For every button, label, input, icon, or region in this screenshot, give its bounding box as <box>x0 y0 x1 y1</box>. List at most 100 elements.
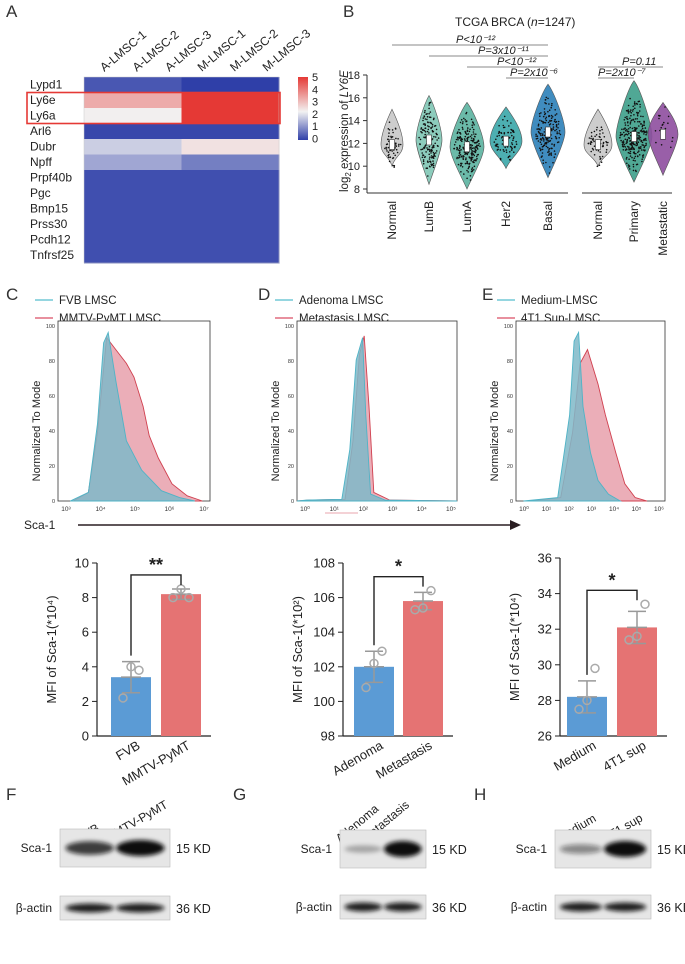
violin-point <box>539 115 541 117</box>
blot-kd-label: 15 KD <box>176 842 211 856</box>
sca1-arrow: Sca-1 <box>24 518 521 532</box>
violin-point <box>420 130 422 133</box>
heatmap-cell <box>149 123 182 140</box>
violin-point <box>453 143 456 146</box>
violin-point <box>626 162 628 165</box>
violin-point <box>509 151 511 153</box>
violin-point <box>593 130 596 133</box>
violin-point <box>555 128 558 131</box>
violin-point <box>462 155 465 157</box>
violin-point <box>559 133 562 136</box>
violin-point <box>470 139 473 142</box>
violin-point <box>640 115 642 118</box>
data-point <box>126 662 136 672</box>
violin-point <box>424 118 427 120</box>
violin-point <box>624 138 627 141</box>
violin-point <box>601 155 604 158</box>
violin-point <box>459 137 461 140</box>
bar-y-tick-label: 100 <box>313 694 335 709</box>
bar-y-label: MFI of Sca-1(*10⁴) <box>507 593 522 701</box>
violin-point <box>619 136 621 139</box>
heatmap-row-label: Prpf40b <box>30 171 72 185</box>
violin-point <box>512 130 514 133</box>
histogram-y-tick: 60 <box>288 394 294 400</box>
violin-point <box>424 133 427 136</box>
data-point <box>640 599 650 610</box>
violin-point <box>543 134 546 137</box>
violin-point <box>641 127 644 130</box>
violin-point <box>626 121 629 124</box>
violin-group-label: Basal <box>541 201 555 231</box>
violin-group-label: Primary <box>627 201 641 242</box>
violin-point <box>628 146 630 148</box>
violin-point <box>465 158 467 161</box>
pvalue-label: P=3x10⁻¹¹ <box>478 45 529 57</box>
violin-point <box>429 156 431 158</box>
violin-point <box>643 124 645 126</box>
data-point <box>377 646 387 656</box>
violin-point <box>422 160 425 163</box>
violin-y-tick-label: 14 <box>348 116 360 128</box>
heatmap-scale-tick: 5 <box>312 72 318 84</box>
violin-point <box>555 137 558 139</box>
violin-point <box>472 137 475 140</box>
violin-point <box>543 131 546 133</box>
violin-point <box>543 144 546 147</box>
violin-point <box>631 119 633 121</box>
violin-point <box>624 116 626 119</box>
violin-point <box>464 119 467 121</box>
violin-point <box>633 126 636 129</box>
violin-point <box>476 147 479 149</box>
violin-point <box>387 128 390 130</box>
violin-point <box>434 142 437 145</box>
violin-point <box>600 138 603 141</box>
violin-point <box>538 128 540 130</box>
violin-point <box>388 160 391 163</box>
violin-point <box>550 114 553 117</box>
violin-point <box>633 148 635 150</box>
blot-band <box>383 902 422 912</box>
violin-point <box>422 159 425 161</box>
violin-point <box>540 156 543 158</box>
violin-point <box>461 122 464 125</box>
violin-point <box>660 126 662 129</box>
violin-point <box>513 136 515 138</box>
violin-point <box>554 109 556 111</box>
violin-point <box>632 108 634 111</box>
heatmap-cell <box>246 108 280 124</box>
violin-point <box>395 148 398 151</box>
violin-point <box>645 130 648 132</box>
violin-point <box>392 152 395 155</box>
violin-point <box>470 148 473 150</box>
legend-label: Medium-LMSC <box>521 295 598 307</box>
violin-point <box>590 140 592 143</box>
violin-point <box>622 141 625 144</box>
violin-point <box>637 136 639 139</box>
violin-point <box>427 125 429 127</box>
heatmap-cell <box>84 185 117 202</box>
data-point <box>624 635 634 645</box>
violin-group-label: Metastatic <box>656 201 670 256</box>
violin-point <box>642 149 645 151</box>
histogram-frame <box>296 320 458 502</box>
significance-bracket <box>373 575 424 646</box>
violin-point <box>397 145 400 147</box>
violin-point <box>474 135 476 138</box>
violin-point <box>505 151 508 154</box>
violin-point <box>623 143 626 146</box>
violin-point <box>667 122 669 124</box>
violin-point <box>461 166 464 168</box>
violin-point <box>477 144 480 147</box>
violin-point <box>639 130 642 132</box>
histogram-x-tick: 10⁴ <box>95 506 105 513</box>
violin-point <box>658 117 660 120</box>
bar-y-tick-label: 0 <box>82 729 89 744</box>
violin-point <box>555 123 558 126</box>
violin-point <box>506 146 509 148</box>
violin-point <box>554 135 557 138</box>
heatmap: A-LMSC-1A-LMSC-2A-LMSC-3M-LMSC-1M-LMSC-2… <box>26 26 318 264</box>
violin-point <box>385 148 388 150</box>
violin-point <box>626 141 628 144</box>
violin-point <box>626 140 628 143</box>
